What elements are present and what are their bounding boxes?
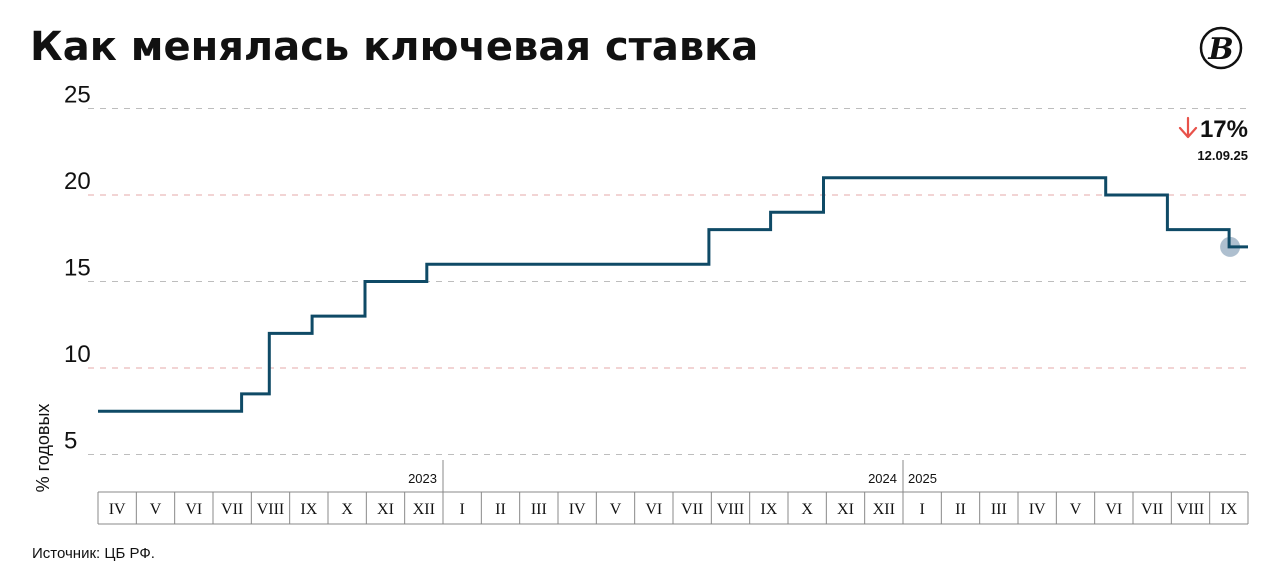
chart-title: Как менялась ключевая ставка (30, 24, 758, 70)
grid (88, 108, 1248, 455)
series-line (98, 176, 1248, 413)
x-tick-label: XII (413, 501, 435, 518)
x-tick-label: IV (1029, 501, 1046, 518)
x-tick-label: I (460, 501, 465, 518)
year-label: 2024 (868, 471, 897, 486)
x-tick-label: VII (221, 501, 243, 518)
x-tick-label: XII (873, 501, 895, 518)
x-tick-label: V (610, 501, 622, 518)
callout-date: 12.09.25 (1197, 148, 1248, 163)
x-tick-label: VII (681, 501, 703, 518)
x-tick-label: XI (837, 501, 854, 518)
x-tick-label: VIII (257, 501, 285, 518)
x-tick-label: V (1070, 501, 1082, 518)
y-tick-label: 20 (64, 168, 91, 195)
x-tick-label: V (150, 501, 162, 518)
x-tick-label: VIII (1177, 501, 1205, 518)
x-tick-label: VI (185, 501, 202, 518)
publisher-logo-icon: B (1199, 26, 1243, 70)
x-tick-label: IV (109, 501, 126, 518)
x-tick-label: IX (760, 501, 777, 518)
y-axis-label: % годовых (33, 404, 53, 493)
y-tick-label: 10 (64, 341, 91, 368)
source-note: Источник: ЦБ РФ. (32, 545, 155, 562)
x-tick-label: VI (1105, 501, 1122, 518)
rate-callout: 17% 12.09.25 (1178, 116, 1248, 163)
x-tick-label: II (495, 501, 506, 518)
logo-letter: B (1207, 32, 1233, 67)
arrow-down-icon (1178, 116, 1198, 139)
y-tick-label: 25 (64, 82, 91, 109)
x-tick-label: VIII (717, 501, 745, 518)
x-tick-label: II (955, 501, 966, 518)
x-tick-label: X (341, 501, 353, 518)
callout-value: 17% (1200, 116, 1248, 143)
x-tick-label: I (920, 501, 925, 518)
x-tick-label: XI (377, 501, 394, 518)
x-tick-label: III (991, 501, 1007, 518)
x-tick-label: IX (300, 501, 317, 518)
x-axis: IV V VI VII VIII IX X XI XII I II III IV V VI VII VIII IX… (97, 460, 1249, 525)
y-tick-label: 5 (64, 428, 77, 455)
x-tick-label: III (531, 501, 547, 518)
y-axis-ticks: 5 10 15 20 25 (64, 82, 91, 455)
x-tick-label: VI (645, 501, 662, 518)
year-label: 2023 (408, 471, 437, 486)
x-tick-label: VII (1141, 501, 1163, 518)
y-tick-label: 15 (64, 255, 91, 282)
x-tick-label: IV (569, 501, 586, 518)
x-tick-label: IX (1220, 501, 1237, 518)
year-label: 2025 (908, 471, 937, 486)
x-tick-label: X (801, 501, 813, 518)
